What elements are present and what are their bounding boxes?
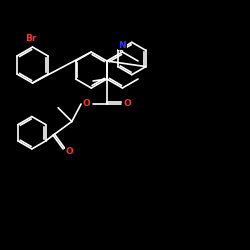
Text: O: O: [66, 147, 73, 156]
Text: N: N: [118, 40, 126, 50]
Text: Br: Br: [26, 34, 37, 43]
Text: O: O: [83, 100, 91, 108]
Text: O: O: [124, 100, 132, 108]
